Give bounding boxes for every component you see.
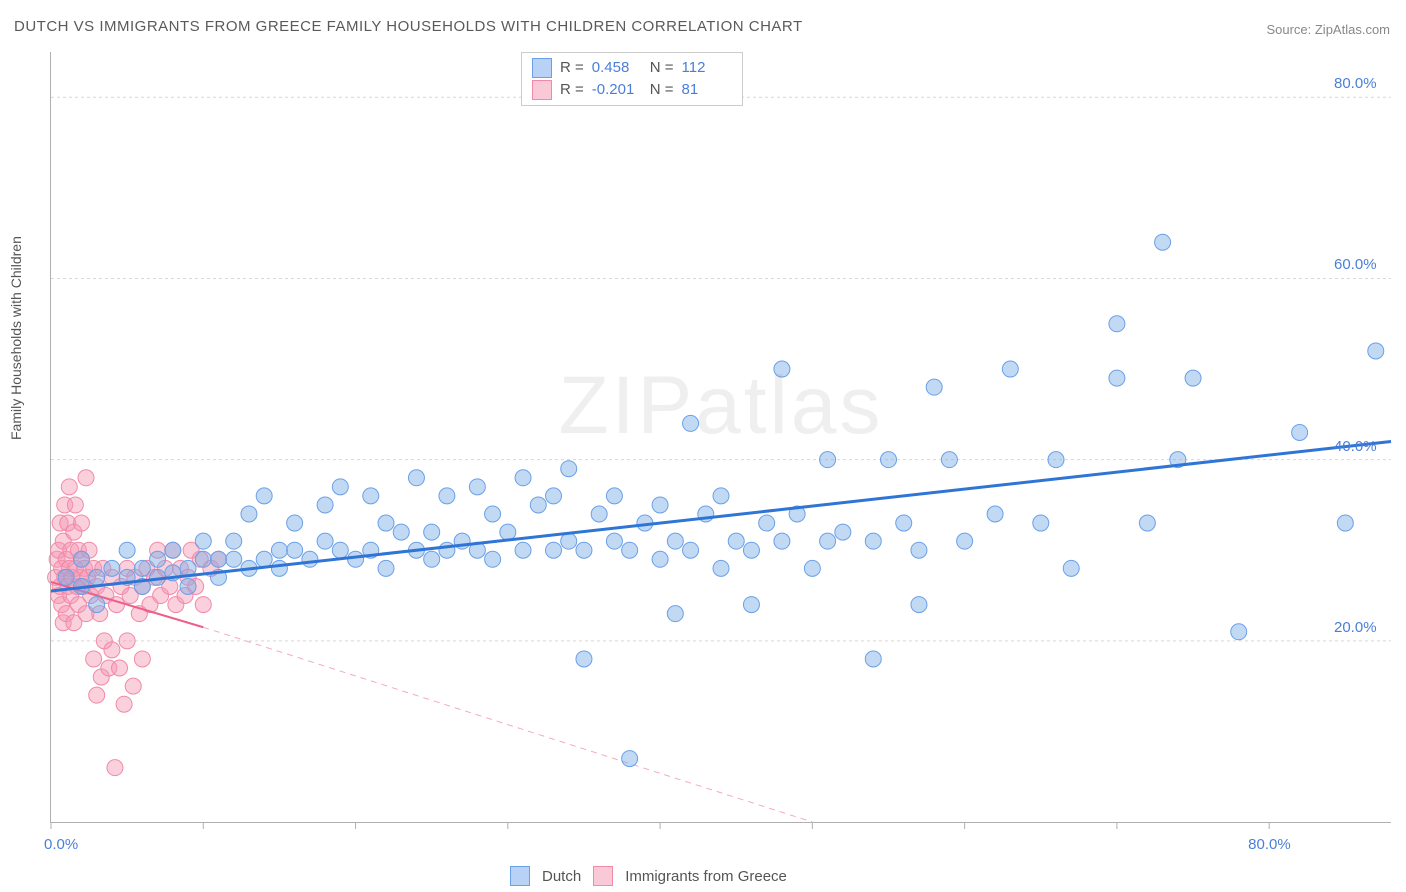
legend-label-dutch: Dutch — [542, 868, 581, 885]
chart-title: DUTCH VS IMMIGRANTS FROM GREECE FAMILY H… — [14, 18, 803, 35]
source-attribution: Source: ZipAtlas.com — [1266, 22, 1390, 37]
plot-area: ZIPatlas R = 0.458 N = 112 R = -0.201 N … — [50, 52, 1391, 823]
y-tick-label: 60.0% — [1334, 256, 1377, 273]
swatch-dutch — [532, 58, 552, 78]
swatch-greece — [532, 80, 552, 100]
x-max-label: 80.0% — [1248, 836, 1291, 853]
stats-legend-box: R = 0.458 N = 112 R = -0.201 N = 81 — [521, 52, 743, 106]
stats-r-value-greece: -0.201 — [592, 79, 642, 101]
scatter-chart-svg — [51, 52, 1391, 822]
y-tick-label: 80.0% — [1334, 75, 1377, 92]
stats-n-label: N = — [650, 57, 674, 79]
stats-n-label: N = — [650, 79, 674, 101]
y-axis-label: Family Households with Children — [8, 236, 24, 440]
stats-n-value-greece: 81 — [682, 79, 732, 101]
x-min-label: 0.0% — [44, 836, 78, 853]
legend-label-greece: Immigrants from Greece — [625, 868, 787, 885]
bottom-legend: Dutch Immigrants from Greece — [510, 866, 787, 886]
stats-n-value-dutch: 112 — [682, 57, 732, 79]
stats-r-label: R = — [560, 57, 584, 79]
stats-r-label: R = — [560, 79, 584, 101]
legend-swatch-dutch — [510, 866, 530, 886]
legend-swatch-greece — [593, 866, 613, 886]
stats-r-value-dutch: 0.458 — [592, 57, 642, 79]
y-tick-label: 20.0% — [1334, 619, 1377, 636]
stats-row-dutch: R = 0.458 N = 112 — [532, 57, 732, 79]
y-tick-label: 40.0% — [1334, 438, 1377, 455]
stats-row-greece: R = -0.201 N = 81 — [532, 79, 732, 101]
